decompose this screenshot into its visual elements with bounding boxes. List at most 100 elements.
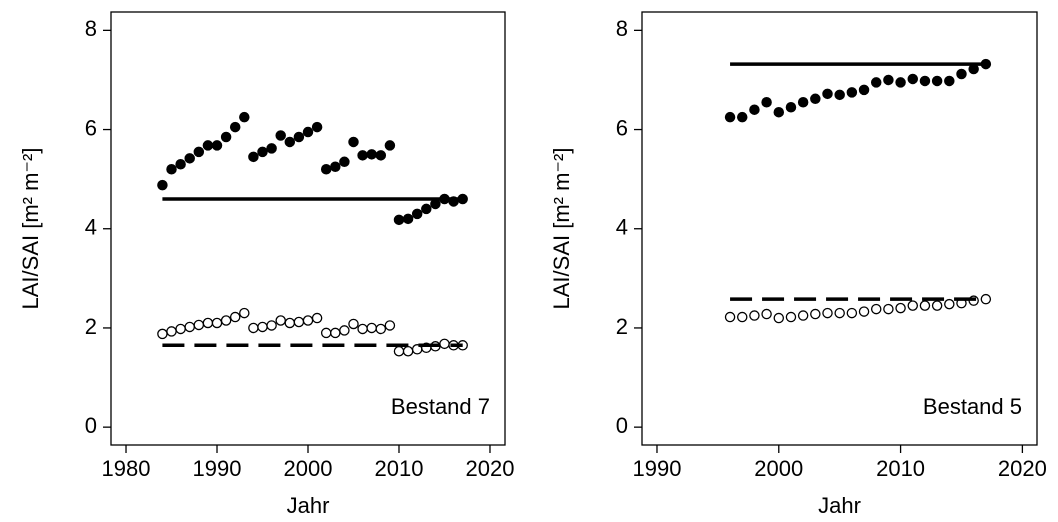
x-axis-label: Jahr xyxy=(818,493,861,518)
open-point xyxy=(184,321,195,333)
x-tick-label: 2020 xyxy=(998,456,1047,481)
open-point xyxy=(293,316,305,328)
x-tick-label: 2000 xyxy=(284,456,333,481)
filled-point xyxy=(944,75,955,87)
open-point xyxy=(266,320,277,331)
filled-point xyxy=(411,208,423,220)
open-point xyxy=(736,311,748,323)
open-point xyxy=(384,320,396,331)
filled-point xyxy=(761,97,772,108)
x-tick-label: 1980 xyxy=(102,456,151,481)
open-point xyxy=(220,315,232,326)
open-point xyxy=(944,298,955,310)
filled-point xyxy=(375,150,387,161)
open-point xyxy=(980,293,992,305)
y-tick-label: 6 xyxy=(85,115,97,140)
filled-point xyxy=(956,68,967,80)
open-point xyxy=(157,328,168,340)
open-point xyxy=(907,300,919,311)
filled-point xyxy=(284,136,296,148)
open-point xyxy=(248,322,259,334)
x-tick-label: 1990 xyxy=(633,456,682,481)
filled-point xyxy=(773,106,785,118)
open-point xyxy=(311,312,323,324)
x-tick-label: 1990 xyxy=(193,456,242,481)
filled-point xyxy=(870,77,882,88)
filled-point xyxy=(239,111,250,123)
annotation: Bestand 7 xyxy=(391,394,490,419)
filled-point xyxy=(320,163,332,175)
filled-point xyxy=(248,151,259,163)
open-point xyxy=(366,322,377,334)
open-point xyxy=(393,346,405,357)
filled-point xyxy=(834,89,845,101)
open-point xyxy=(810,308,821,320)
filled-point xyxy=(393,214,405,226)
filled-point xyxy=(311,121,323,133)
x-tick-label: 2020 xyxy=(466,456,515,481)
open-point xyxy=(439,338,450,350)
filled-point xyxy=(266,143,277,154)
filled-point xyxy=(257,146,268,158)
open-point xyxy=(822,307,833,319)
x-tick-label: 2010 xyxy=(876,456,925,481)
y-tick-label: 4 xyxy=(616,215,628,240)
open-point xyxy=(357,323,368,335)
filled-point xyxy=(348,136,359,148)
filled-point xyxy=(184,153,195,164)
filled-point xyxy=(220,131,232,143)
open-point xyxy=(785,311,797,323)
filled-point xyxy=(858,84,870,96)
y-tick-label: 2 xyxy=(85,314,97,339)
open-point xyxy=(870,303,882,315)
y-tick-label: 4 xyxy=(85,215,97,240)
filled-point xyxy=(157,179,168,191)
open-point xyxy=(895,302,906,314)
filled-point xyxy=(736,111,748,123)
y-axis-label: LAI/SAI [m² m⁻²] xyxy=(549,148,574,310)
y-tick-label: 8 xyxy=(616,16,628,41)
open-point xyxy=(175,323,186,335)
open-point xyxy=(284,317,296,329)
open-point xyxy=(302,315,314,326)
filled-point xyxy=(907,73,919,85)
filled-point xyxy=(895,77,906,88)
filled-point xyxy=(749,104,760,115)
filled-point xyxy=(366,149,377,160)
open-point xyxy=(883,303,894,315)
x-tick-label: 2010 xyxy=(375,456,424,481)
y-tick-label: 8 xyxy=(85,16,97,41)
filled-point xyxy=(302,126,314,138)
filled-point xyxy=(797,97,809,108)
open-point xyxy=(761,308,772,320)
y-tick-label: 0 xyxy=(85,413,97,438)
open-point xyxy=(193,319,205,331)
open-point xyxy=(257,321,268,333)
filled-point xyxy=(193,146,205,158)
open-point xyxy=(931,300,943,311)
filled-point xyxy=(883,74,894,86)
filled-point xyxy=(175,159,186,170)
open-point xyxy=(919,300,931,311)
y-tick-label: 0 xyxy=(616,413,628,438)
open-point xyxy=(724,311,736,323)
filled-point xyxy=(339,156,350,168)
open-point xyxy=(275,315,286,326)
filled-point xyxy=(421,203,432,215)
open-point xyxy=(166,326,177,337)
filled-point xyxy=(402,213,414,225)
open-point xyxy=(211,317,223,329)
open-point xyxy=(402,346,414,357)
filled-point xyxy=(211,140,223,151)
y-axis-label: LAI/SAI [m² m⁻²] xyxy=(18,148,43,310)
x-axis-label: Jahr xyxy=(287,493,330,518)
open-point xyxy=(846,307,858,319)
y-tick-label: 2 xyxy=(616,314,628,339)
open-point xyxy=(330,327,341,339)
filled-point xyxy=(166,163,177,175)
filled-point xyxy=(846,87,858,98)
filled-point xyxy=(357,150,368,161)
open-point xyxy=(749,310,760,321)
filled-point xyxy=(810,93,821,105)
